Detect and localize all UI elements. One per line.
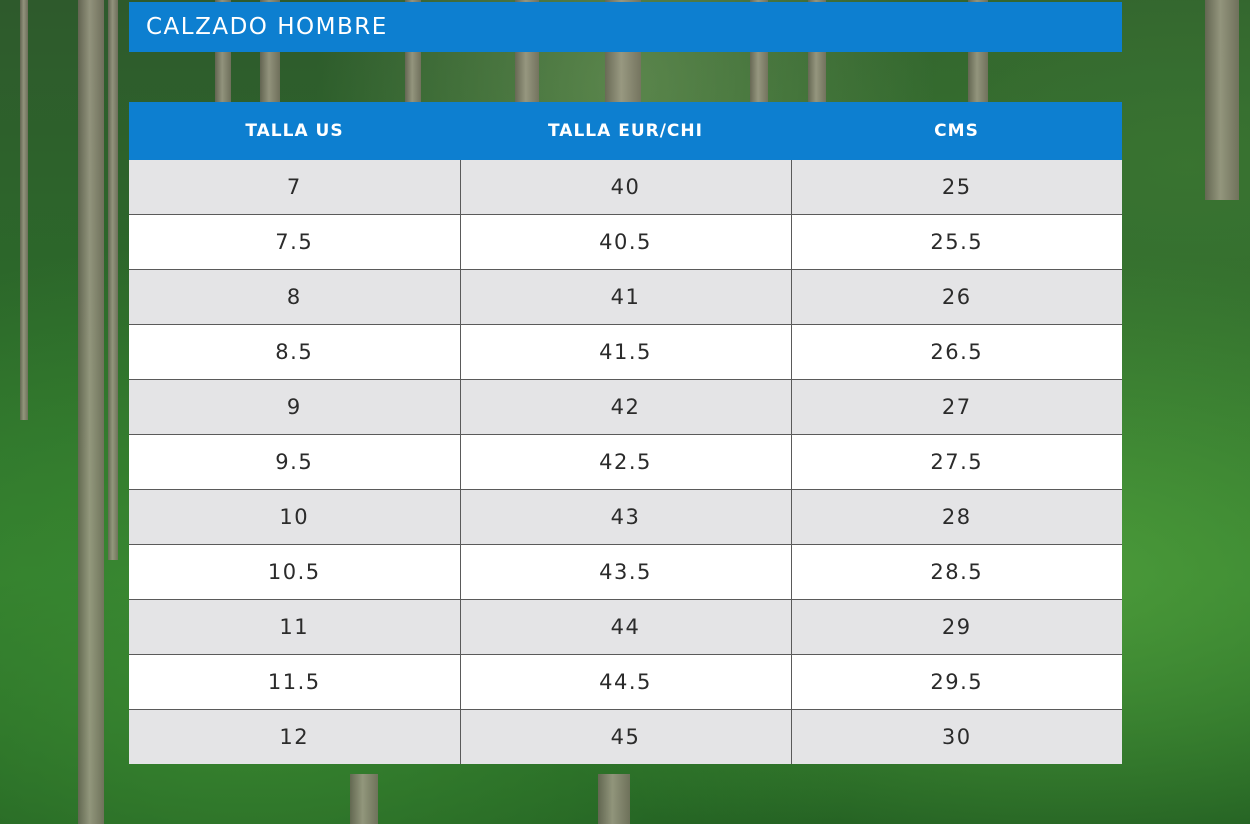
table-cell-cms: 29 xyxy=(790,599,1122,655)
table-row: 7 40 25 xyxy=(129,160,1122,215)
table-cell-eur: 43.5 xyxy=(459,544,791,600)
table-header-row: TALLA US TALLA EUR/CHI CMS xyxy=(129,102,1122,160)
table-cell-cms: 27.5 xyxy=(790,434,1122,490)
table-cell-eur: 42 xyxy=(459,379,791,435)
column-header-talla-eur-chi: TALLA EUR/CHI xyxy=(460,102,791,160)
table-cell-us: 12 xyxy=(129,709,460,764)
table-cell-cms: 25.5 xyxy=(790,214,1122,270)
table-row: 8 41 26 xyxy=(129,269,1122,325)
table-cell-us: 9 xyxy=(129,379,460,435)
table-cell-cms: 30 xyxy=(790,709,1122,764)
table-cell-us: 9.5 xyxy=(129,434,460,490)
table-cell-us: 11.5 xyxy=(129,654,460,710)
table-cell-us: 7.5 xyxy=(129,214,460,270)
table-cell-cms: 28 xyxy=(790,489,1122,545)
tree-trunk xyxy=(78,0,104,824)
tree-trunk xyxy=(598,774,630,824)
table-cell-cms: 26 xyxy=(790,269,1122,325)
table-cell-eur: 41.5 xyxy=(459,324,791,380)
table-row: 9.5 42.5 27.5 xyxy=(129,434,1122,490)
table-cell-eur: 40 xyxy=(459,160,791,215)
table-cell-eur: 44 xyxy=(459,599,791,655)
table-cell-eur: 41 xyxy=(459,269,791,325)
table-cell-eur: 45 xyxy=(459,709,791,764)
table-row: 9 42 27 xyxy=(129,379,1122,435)
table-cell-us: 11 xyxy=(129,599,460,655)
table-row: 12 45 30 xyxy=(129,709,1122,764)
table-row: 11.5 44.5 29.5 xyxy=(129,654,1122,710)
table-cell-eur: 43 xyxy=(459,489,791,545)
table-cell-cms: 28.5 xyxy=(790,544,1122,600)
table-row: 8.5 41.5 26.5 xyxy=(129,324,1122,380)
column-header-cms: CMS xyxy=(791,102,1122,160)
tree-trunk xyxy=(108,0,118,560)
table-cell-cms: 27 xyxy=(790,379,1122,435)
table-row: 7.5 40.5 25.5 xyxy=(129,214,1122,270)
tree-trunk xyxy=(350,774,378,824)
table-cell-eur: 40.5 xyxy=(459,214,791,270)
table-cell-eur: 44.5 xyxy=(459,654,791,710)
table-row: 11 44 29 xyxy=(129,599,1122,655)
table-cell-cms: 29.5 xyxy=(790,654,1122,710)
tree-trunk xyxy=(1205,0,1239,200)
table-cell-cms: 25 xyxy=(790,160,1122,215)
title-bar: CALZADO HOMBRE xyxy=(129,2,1122,52)
page-title: CALZADO HOMBRE xyxy=(146,14,388,40)
table-cell-us: 8.5 xyxy=(129,324,460,380)
table-cell-cms: 26.5 xyxy=(790,324,1122,380)
table-row: 10.5 43.5 28.5 xyxy=(129,544,1122,600)
table-cell-eur: 42.5 xyxy=(459,434,791,490)
tree-trunk xyxy=(20,0,28,420)
table-cell-us: 10.5 xyxy=(129,544,460,600)
table-cell-us: 7 xyxy=(129,160,460,215)
column-header-talla-us: TALLA US xyxy=(129,102,460,160)
table-cell-us: 8 xyxy=(129,269,460,325)
table-row: 10 43 28 xyxy=(129,489,1122,545)
size-chart-table: TALLA US TALLA EUR/CHI CMS 7 40 25 7.5 4… xyxy=(129,102,1122,764)
table-cell-us: 10 xyxy=(129,489,460,545)
